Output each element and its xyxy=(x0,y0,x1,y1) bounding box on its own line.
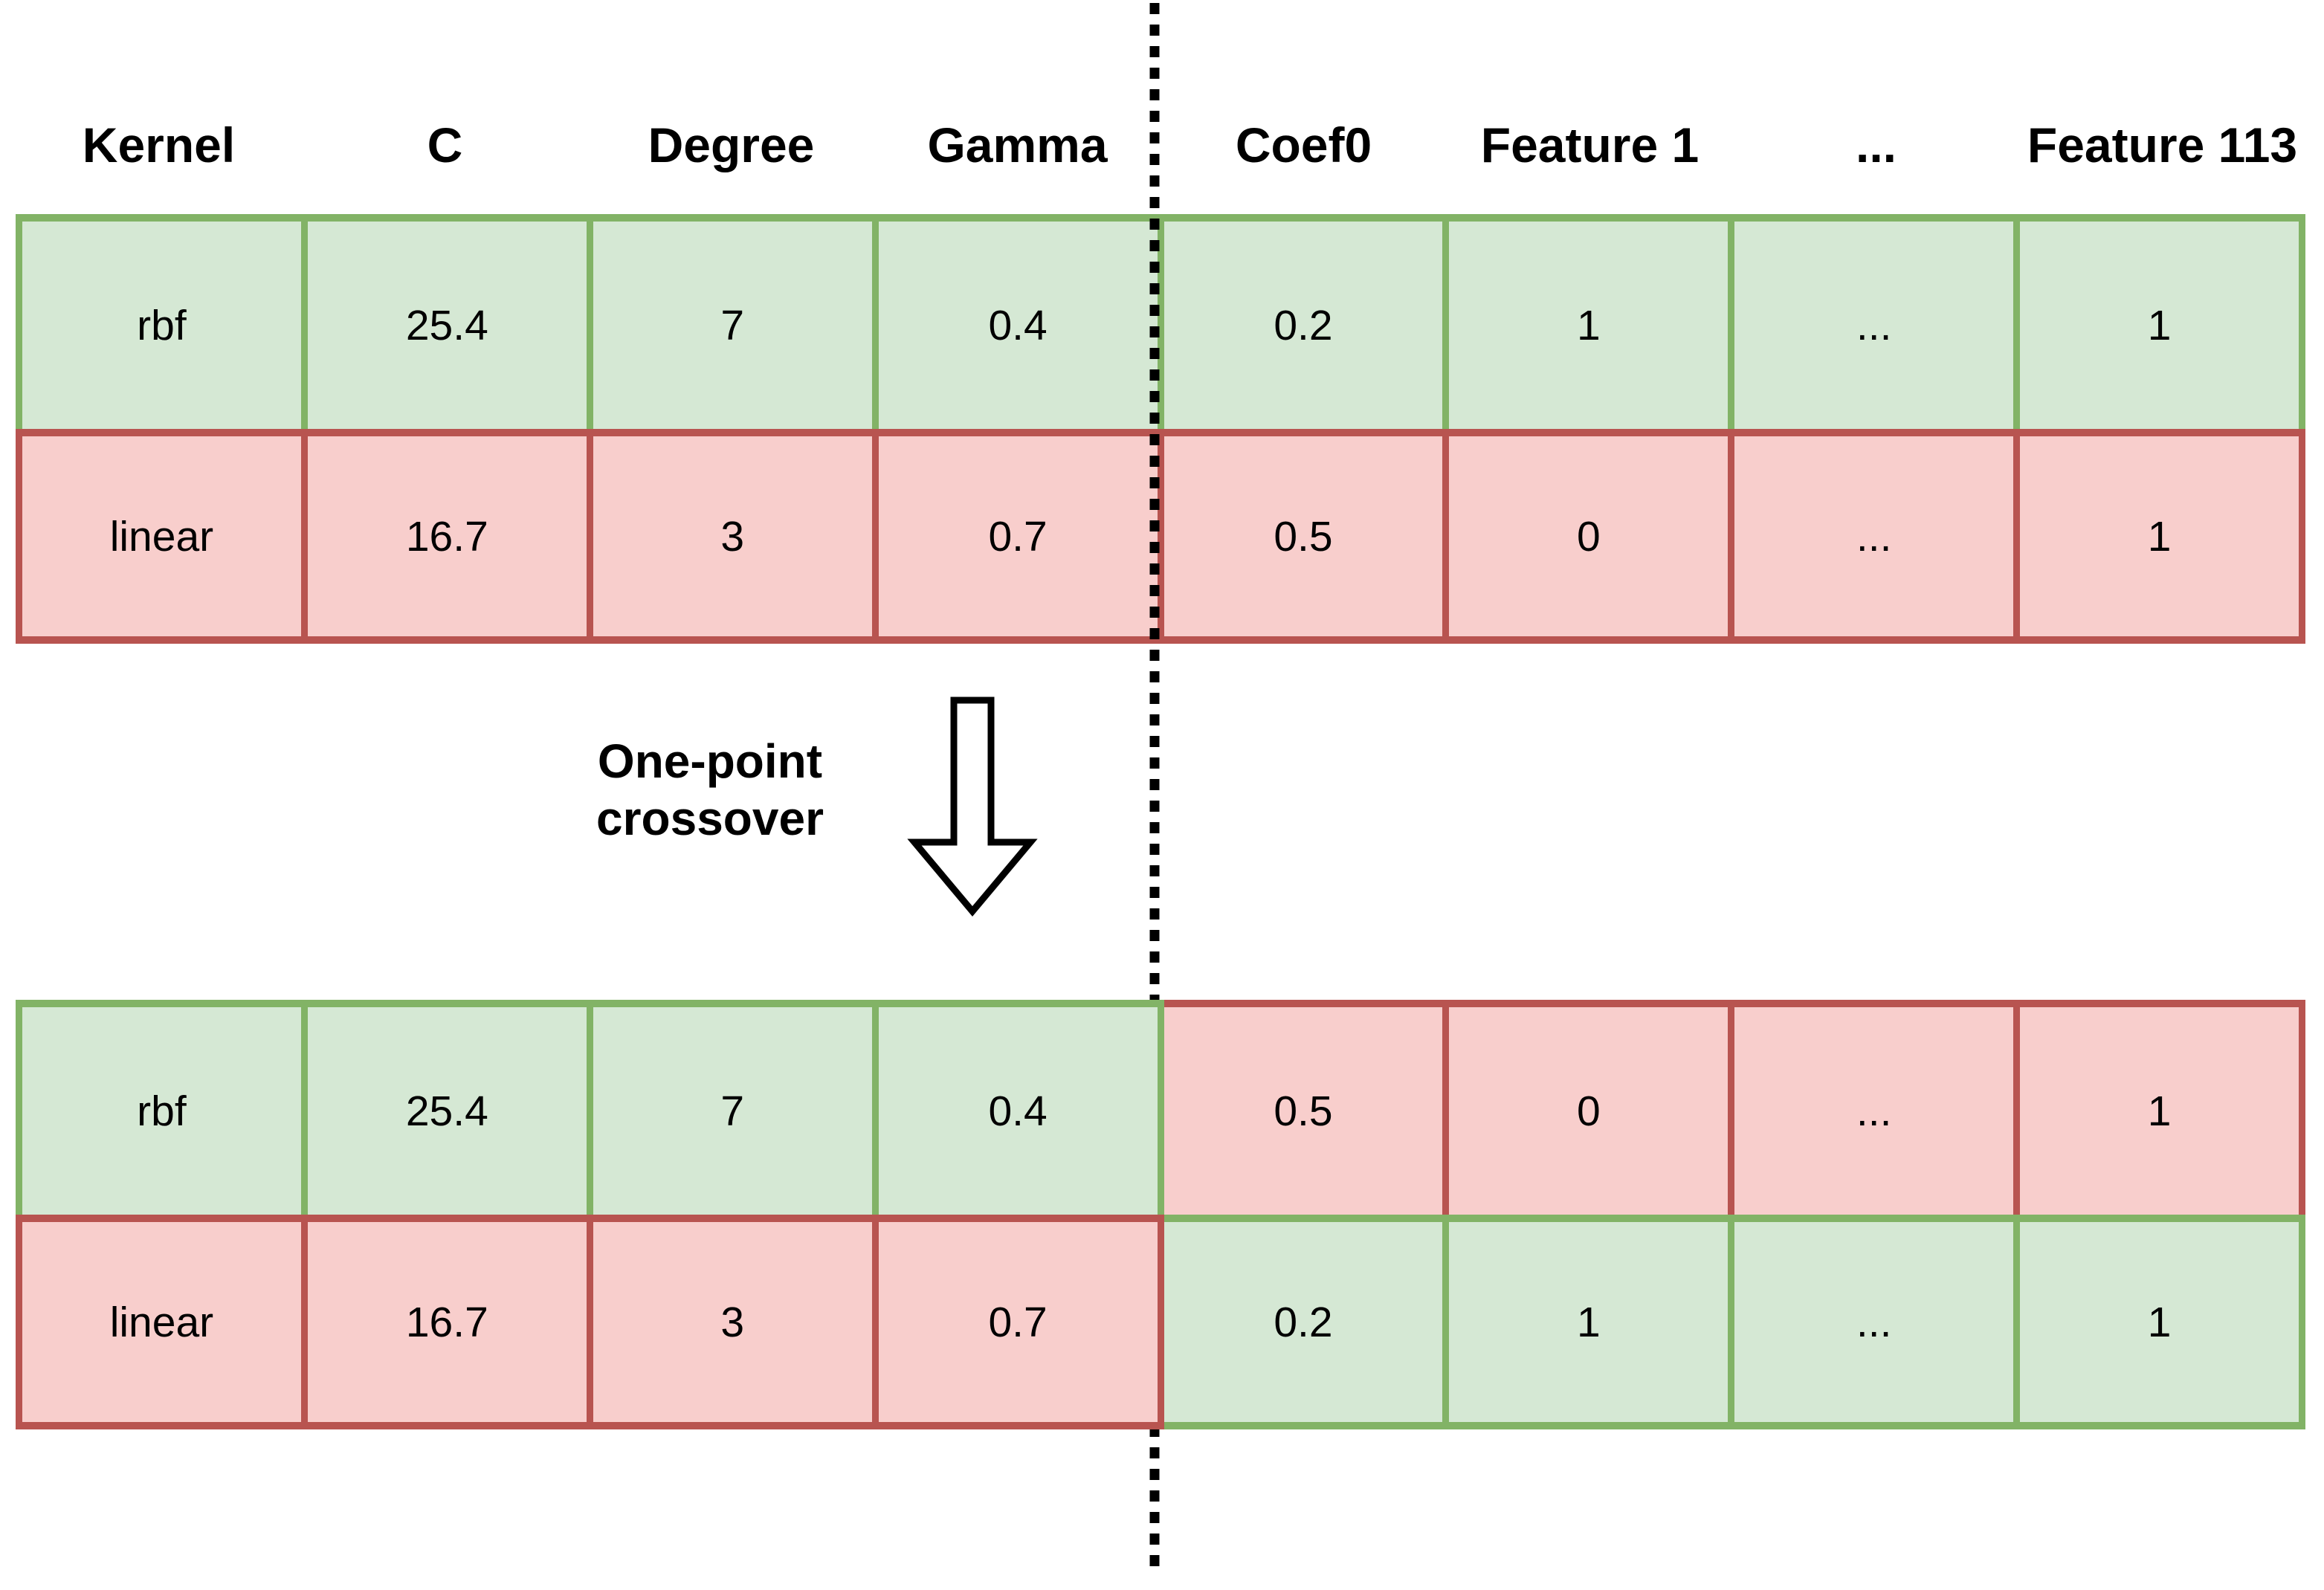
down-arrow-icon xyxy=(907,697,1038,917)
table-cell: 0.4 xyxy=(878,214,1164,429)
table-cell: ... xyxy=(1734,429,2021,644)
column-header: Gamma xyxy=(927,117,1108,172)
offspring-table: rbf 25.4 7 0.4 0.5 0... 1 linear 16.7 3 0.7 0.2 1...… xyxy=(16,1000,2305,1429)
table-cell: 0.5 xyxy=(1163,429,1450,644)
table-cell: 1 xyxy=(2020,214,2305,429)
crossover-label-line1: One-point xyxy=(597,734,823,788)
table-cell: 7 xyxy=(593,1000,879,1215)
table-cell: 0.2 xyxy=(1163,214,1450,429)
crossover-label: One-point crossover xyxy=(524,733,896,847)
table-cell: 0.2 xyxy=(1163,1215,1450,1429)
table-cell: 1 xyxy=(1449,1215,1735,1429)
table-cell: 25.4 xyxy=(307,214,593,429)
table-cell: linear xyxy=(16,429,308,644)
offspring-chromosome-1: rbf 25.4 7 0.4 0.5 0... 1 xyxy=(16,1000,2305,1215)
column-header: ... xyxy=(1855,117,1897,172)
table-cell: 0.5 xyxy=(1163,1000,1450,1215)
column-headers: Kernel C Degree Gamma Coef0 Feature 1... Featu… xyxy=(16,97,2305,193)
crossover-label-line2: crossover xyxy=(596,792,824,845)
table-cell: 16.7 xyxy=(307,1215,593,1429)
table-cell: 3 xyxy=(593,429,879,644)
table-cell: 3 xyxy=(593,1215,879,1429)
parent-chromosome-2: linear 16.7 3 0.7 0.5 0... 1 xyxy=(16,429,2305,644)
table-cell: 1 xyxy=(2020,1000,2305,1215)
column-header: Degree xyxy=(648,117,815,172)
column-header: C xyxy=(427,117,463,172)
table-cell: ... xyxy=(1734,1000,2021,1215)
table-cell: 7 xyxy=(593,214,879,429)
table-cell: 0.4 xyxy=(878,1000,1164,1215)
column-header: Coef0 xyxy=(1235,117,1372,172)
table-cell: 1 xyxy=(2020,1215,2305,1429)
column-header: Kernel xyxy=(82,117,236,172)
table-cell: 16.7 xyxy=(307,429,593,644)
table-cell: 0 xyxy=(1449,429,1735,644)
table-cell: rbf xyxy=(16,1000,308,1215)
column-header: Feature 1 xyxy=(1480,117,1700,172)
table-cell: ... xyxy=(1734,214,2021,429)
table-cell: 25.4 xyxy=(307,1000,593,1215)
table-cell: linear xyxy=(16,1215,308,1429)
table-cell: rbf xyxy=(16,214,308,429)
column-header: Feature 113 xyxy=(2027,117,2298,172)
parents-table: rbf 25.4 7 0.4 0.2 1... 1 linear 16.7 3 0.7 0.5 0...… xyxy=(16,214,2305,644)
table-cell: 0 xyxy=(1449,1000,1735,1215)
parent-chromosome-1: rbf 25.4 7 0.4 0.2 1... 1 xyxy=(16,214,2305,429)
table-cell: 1 xyxy=(2020,429,2305,644)
table-cell: ... xyxy=(1734,1215,2021,1429)
offspring-chromosome-2: linear 16.7 3 0.7 0.2 1... 1 xyxy=(16,1215,2305,1429)
table-cell: 1 xyxy=(1449,214,1735,429)
table-cell: 0.7 xyxy=(878,1215,1164,1429)
table-cell: 0.7 xyxy=(878,429,1164,644)
